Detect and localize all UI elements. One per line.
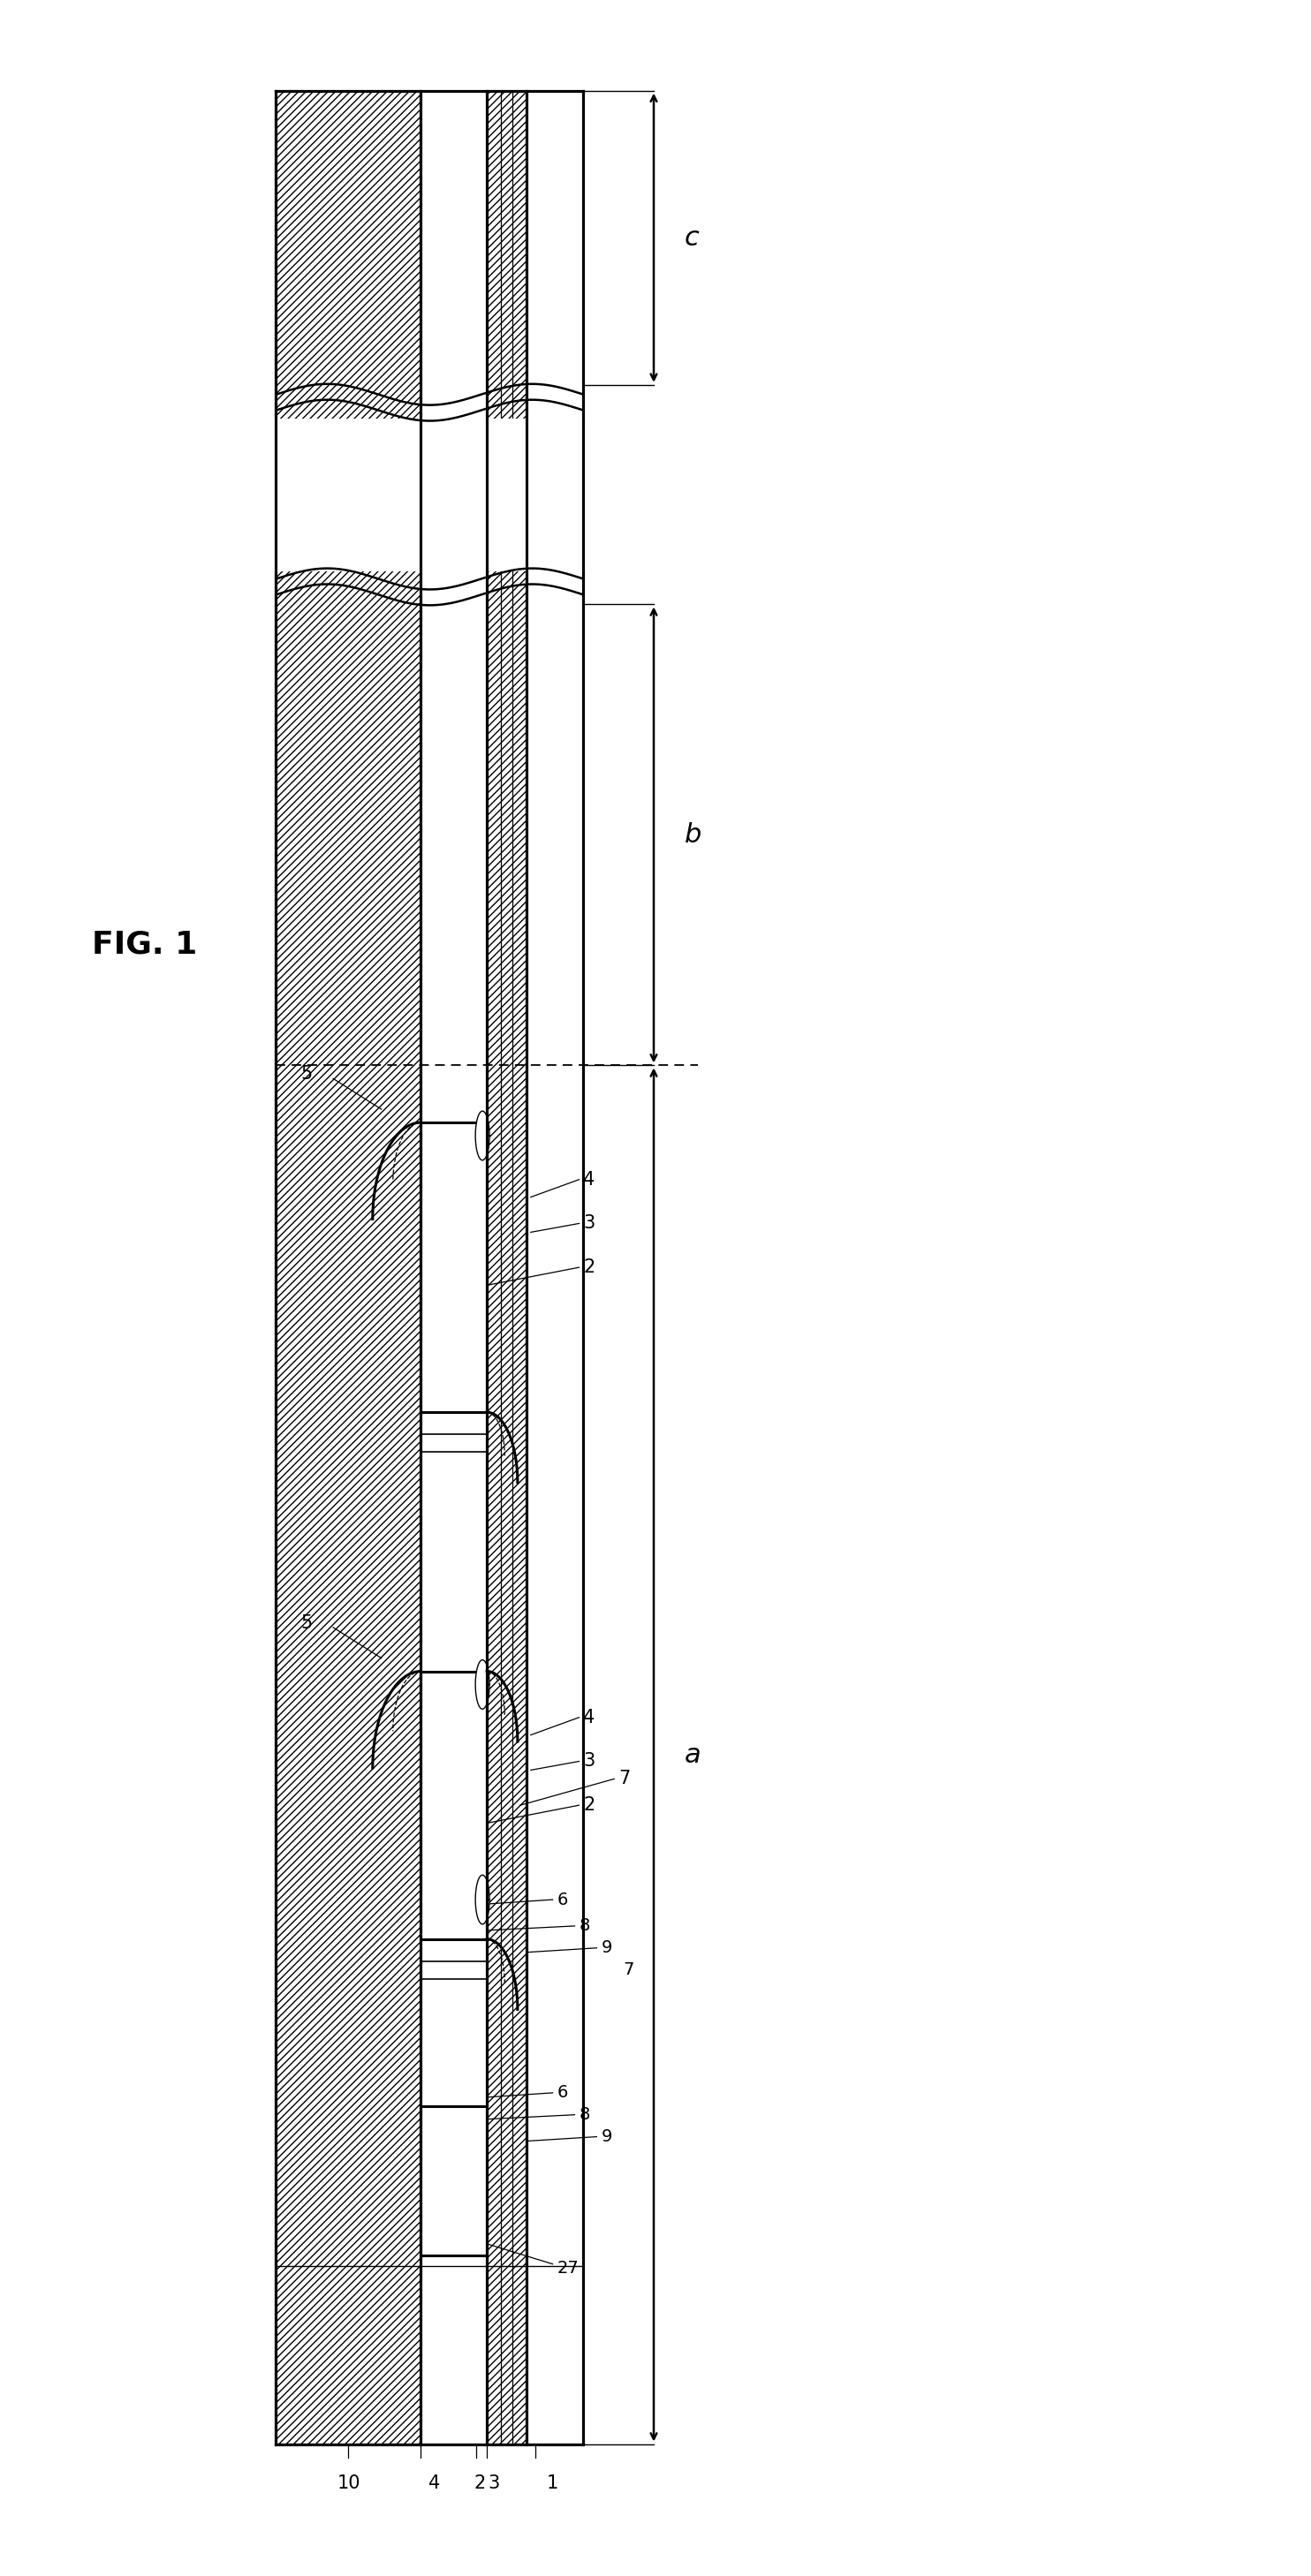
Bar <box>421 2107 486 2254</box>
Text: 3: 3 <box>583 1216 595 1231</box>
Text: a: a <box>684 1741 701 1767</box>
Bar <box>421 1123 486 1412</box>
Text: 2: 2 <box>475 2476 485 2494</box>
Bar <box>277 90 421 2445</box>
Text: 7: 7 <box>623 1960 635 1978</box>
Text: FIG. 1: FIG. 1 <box>92 930 197 958</box>
Text: 5: 5 <box>302 1615 312 1631</box>
Bar <box>271 417 587 572</box>
Bar <box>526 90 583 2445</box>
Bar <box>421 90 486 2445</box>
Text: 27: 27 <box>557 2259 579 2277</box>
Text: 4: 4 <box>583 1708 595 1726</box>
Text: 6: 6 <box>557 2084 568 2102</box>
Bar <box>277 90 421 2445</box>
Text: 7: 7 <box>619 1770 631 1788</box>
Bar <box>486 90 526 2445</box>
Ellipse shape <box>476 1659 489 1708</box>
Text: 4: 4 <box>429 2476 440 2494</box>
Ellipse shape <box>476 1875 489 1924</box>
Text: 10: 10 <box>337 2476 361 2494</box>
Text: 2: 2 <box>583 1795 595 1814</box>
Text: 6: 6 <box>557 1891 568 1909</box>
Text: 2: 2 <box>583 1260 595 1275</box>
Text: 9: 9 <box>600 1940 612 1955</box>
Text: b: b <box>684 822 701 848</box>
Text: c: c <box>684 224 699 250</box>
Text: 3: 3 <box>583 1752 595 1770</box>
Text: 8: 8 <box>579 1917 590 1935</box>
Bar <box>486 90 526 2445</box>
Text: 4: 4 <box>583 1170 595 1188</box>
Text: 5: 5 <box>302 1066 312 1082</box>
Text: 8: 8 <box>579 2107 590 2123</box>
Ellipse shape <box>476 1110 489 1159</box>
Text: 9: 9 <box>600 2128 612 2146</box>
Text: 3: 3 <box>488 2476 499 2494</box>
Text: 1: 1 <box>547 2476 558 2494</box>
Bar <box>421 1672 486 1940</box>
